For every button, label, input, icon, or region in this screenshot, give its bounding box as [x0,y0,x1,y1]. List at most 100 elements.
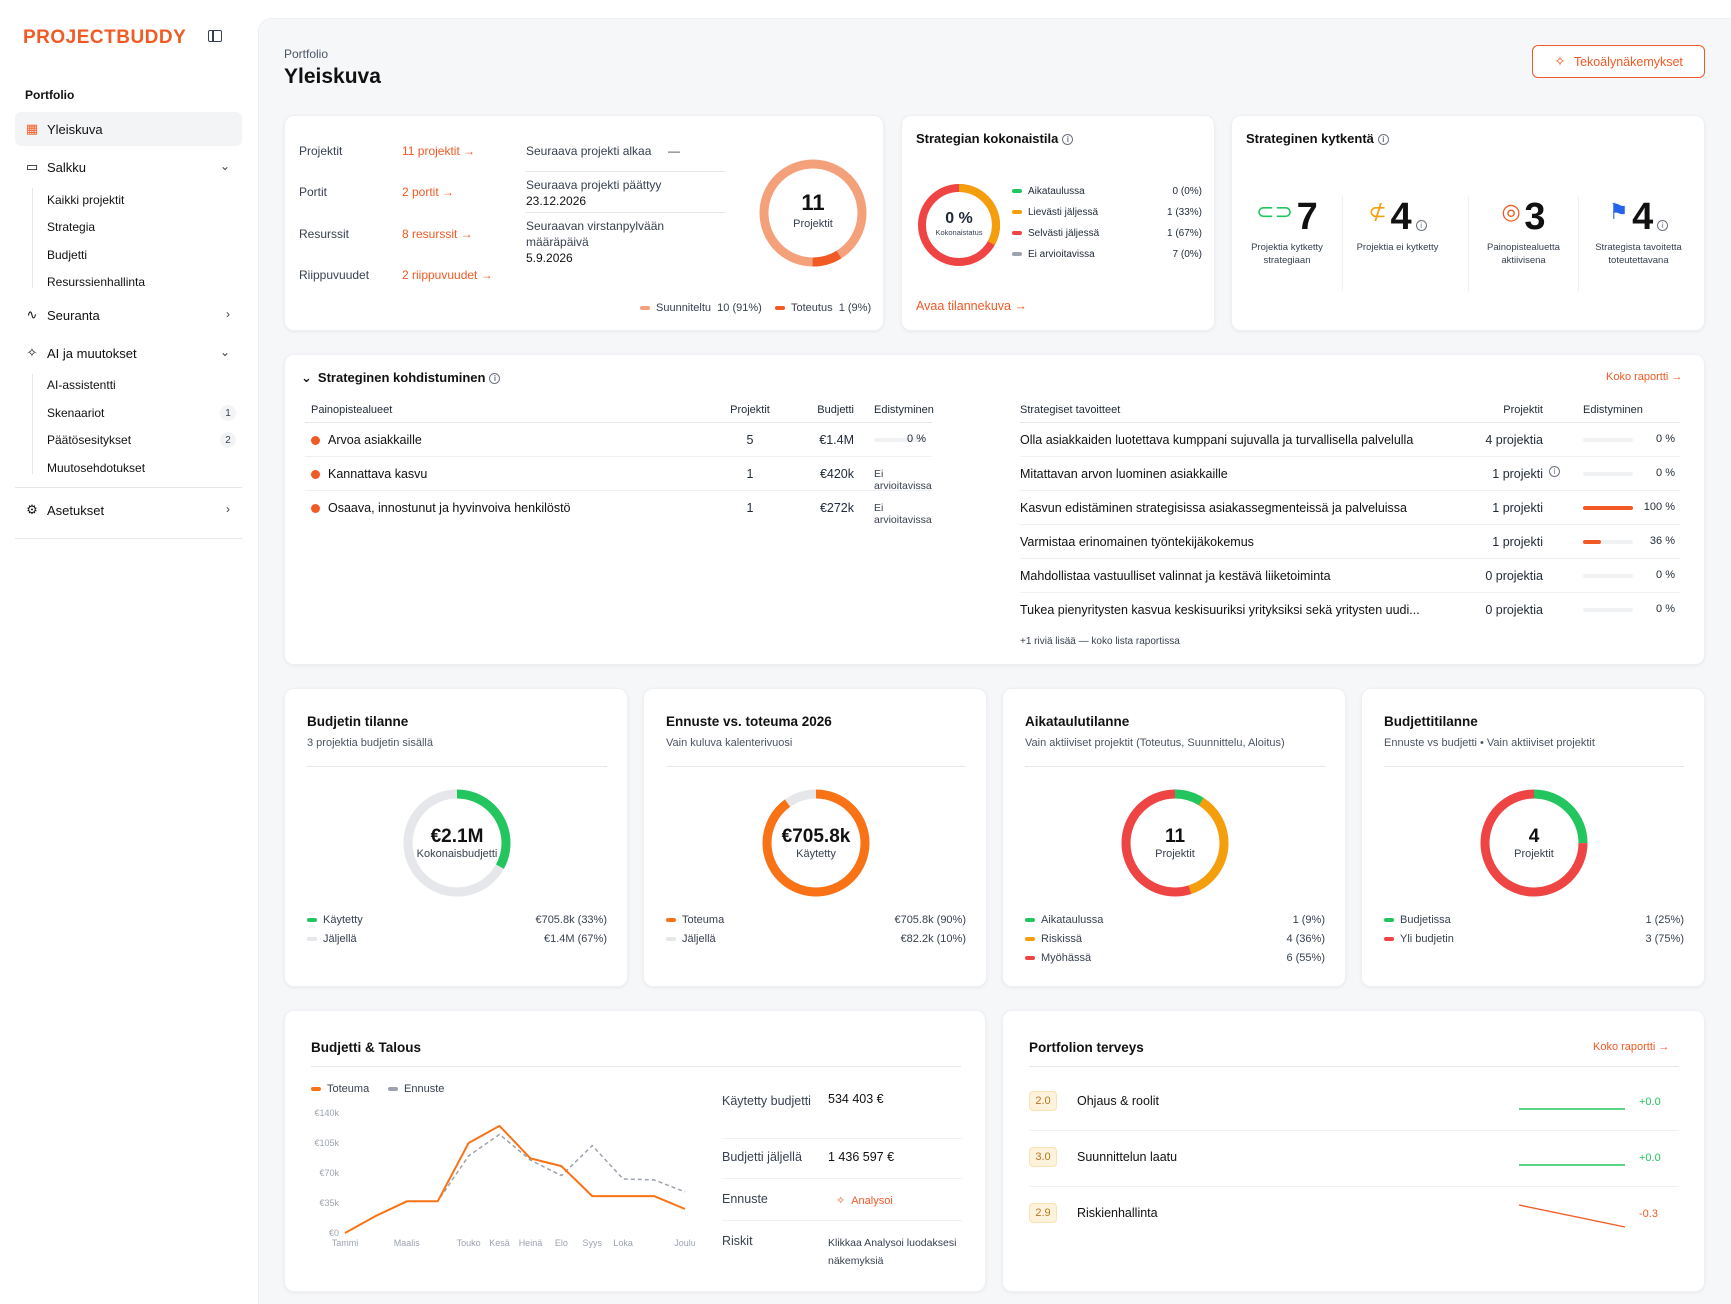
dependencies-link[interactable]: 2 riippuvuudet → [402,268,493,282]
projects-donut-chart [759,159,867,267]
health-row[interactable]: 3.0 Suunnittelun laatu +0.0 [1029,1131,1679,1187]
full-report-link[interactable]: Koko raportti → [1593,1041,1670,1053]
col-header: Painopistealueet [311,404,393,416]
health-row[interactable]: 2.9 Riskienhallinta -0.3 [1029,1187,1679,1243]
milestone-value: 5.9.2026 [526,251,573,265]
goal-row[interactable]: Varmistaa erinomainen työntekijäkokemus … [1020,525,1680,559]
kpi-card: Aikataulutilanne Vain aktiiviset projekt… [1002,688,1346,987]
sidebar-divider [15,538,242,539]
divider [526,212,726,213]
count-badge: 2 [220,432,236,448]
sidebar-sub-skenaariot[interactable]: Skenaariot [47,406,105,420]
kpi-card: Budjetin tilanne 3 projektia budjetin si… [284,688,628,987]
sidebar-sub-strategia[interactable]: Strategia [47,220,96,234]
trend-line [1518,1204,1626,1228]
summary-label: Resurssit [299,227,350,241]
sidebar-item-yleiskuva[interactable]: ▦ Yleiskuva [15,112,242,146]
submenu-line [32,188,33,288]
divider [307,766,607,767]
flag-icon: ⚑ [1608,199,1629,224]
sidebar-item-seuranta[interactable]: ∿ Seuranta › [15,298,242,332]
chevron-down-icon: ⌄ [219,159,230,173]
stat-row: Riskit Klikkaa Analysoi luodaksesi näkem… [722,1234,957,1267]
divider [1384,766,1684,767]
trend-sparkline [1519,1164,1625,1166]
projects-link[interactable]: 11 projektit → [402,144,476,158]
card-subtitle: Vain aktiiviset projektit (Toteutus, Suu… [1025,737,1285,749]
sidebar-item-salkku[interactable]: ▭ Salkku ⌄ [15,150,242,184]
focus-row[interactable]: Kannattava kasvu 1 €420k Ei arvioitaviss… [305,457,932,492]
card-subtitle: Vain kuluva kalenterivuosi [666,737,793,749]
sidebar-sub-paatosesitykset[interactable]: Päätösesitykset [47,433,132,447]
sidebar-sub-kaikki-projektit[interactable]: Kaikki projektit [47,193,125,207]
score-badge: 2.0 [1029,1091,1057,1111]
ring-value: €2.1M [430,826,484,847]
chevron-right-icon: › [226,502,230,516]
goal-row[interactable]: Olla asiakkaiden luotettava kumppani suj… [1020,423,1680,457]
sidebar-item-label: Seuranta [47,307,100,323]
goal-row[interactable]: Mitattavan arvon luominen asiakkaille 1 … [1020,457,1680,491]
next-end-value: 23.12.2026 [526,194,587,208]
legend-item: Suunniteltu 10 (91%) [640,302,762,314]
goal-row[interactable]: Tukea pienyritysten kasvua keskisuuriksi… [1020,593,1680,627]
open-situation-link[interactable]: Avaa tilannekuva → [916,299,1027,313]
focus-row[interactable]: Arvoa asiakkaille 5 €1.4M 0 % [305,423,932,457]
sidebar-item-label: AI ja muutokset [47,345,137,361]
resources-link[interactable]: 8 resurssit → [402,227,473,241]
chevron-down-icon: ⌄ [219,345,230,359]
sidebar-sub-muutosehdotukset[interactable]: Muutosehdotukset [47,461,146,475]
x-tick-label: Syys [583,1238,603,1248]
info-icon[interactable]: i [1549,466,1560,477]
analyze-button[interactable]: ✧ Analysoi [836,1195,893,1207]
ring-value: 11 [801,190,825,215]
legend-row: Jäljellä €1.4M (67%) [307,933,607,952]
trend-delta: +0.0 [1639,1096,1661,1108]
x-tick-label: Heinä [519,1238,543,1248]
ai-insights-button[interactable]: ✧ Tekoälynäkemykset [1532,45,1705,78]
gates-link[interactable]: 2 portit → [402,185,455,199]
y-tick-label: €35k [319,1198,339,1208]
y-tick-label: €140k [314,1108,339,1118]
focus-row[interactable]: Osaava, innostunut ja hyvinvoiva henkilö… [305,491,932,526]
sidebar-sub-budjetti[interactable]: Budjetti [47,248,88,262]
series-line-ennuste [344,1133,686,1234]
sidebar-item-label: Yleiskuva [47,121,103,137]
goal-row[interactable]: Mahdollistaa vastuulliset valinnat ja ke… [1020,559,1680,593]
sidebar-item-ai-ja-muutokset[interactable]: ✧ AI ja muutokset ⌄ [15,336,242,370]
ring-center: 4 Projektit [1460,826,1608,860]
col-header: Edistyminen [874,404,934,416]
goal-projects: 1 projekti [1492,501,1543,515]
sidebar-sub-resurssienhallinta[interactable]: Resurssienhallinta [47,275,146,289]
section-header[interactable]: ⌄ Strateginen kohdistuminen i [301,370,501,386]
health-label: Suunnittelun laatu [1077,1150,1178,1164]
ring-label: Projektit [1155,848,1195,860]
health-row[interactable]: 2.0 Ohjaus & roolit +0.0 [1029,1075,1679,1131]
chevron-right-icon: › [226,307,230,321]
goal-progress: 0 % [1656,603,1675,615]
sidebar-toggle-icon[interactable] [208,30,222,42]
card-title: Ennuste vs. toteuma 2026 [666,714,832,729]
projectbuddy-logo[interactable]: PROJECTBUDDY [23,27,187,48]
goal-row[interactable]: Kasvun edistäminen strategisissa asiakas… [1020,491,1680,525]
ring-label: Projektit [793,218,833,230]
next-start-value: — [668,144,680,158]
legend-item: Toteutus 1 (9%) [775,302,871,314]
kpi-donut-chart [1480,789,1588,897]
sidebar-sub-ai-assistentti[interactable]: AI-assistentti [47,378,116,392]
kpi-legend: Aikataulussa 1 (9%) Riskissä 4 (36%) Myöhäss… [1025,914,1325,971]
donut-segment [1480,789,1588,897]
full-report-link[interactable]: Koko raportti → [1606,371,1683,383]
x-tick-label: Elo [555,1238,568,1248]
kpi-donut-chart [1121,789,1229,897]
breadcrumb[interactable]: Portfolio [284,47,329,61]
divider [1020,422,1680,423]
finance-stats: Käytetty budjetti 534 403 € Budjetti jäl… [722,1083,962,1273]
sidebar-item-asetukset[interactable]: ⚙ Asetukset › [15,493,242,527]
grid-icon: ▦ [25,121,39,136]
next-start-label: Seuraava projekti alkaa [526,144,652,158]
y-tick-label: €0 [329,1228,339,1238]
legend-row: Selvästi jäljessä 1 (67%) [1012,228,1202,249]
ring-value: 4 [1528,826,1540,847]
summary-label: Projektit [299,144,343,158]
